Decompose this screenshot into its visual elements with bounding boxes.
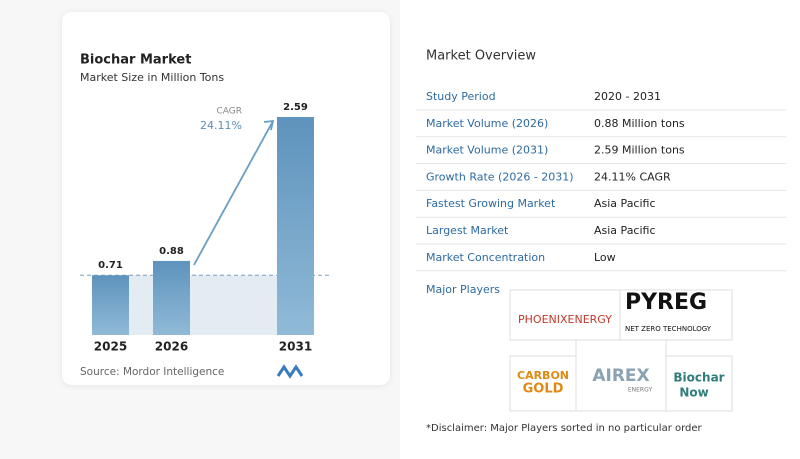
player: NET ZERO TECHNOLOGY (625, 325, 712, 333)
logo-box (619, 289, 733, 341)
row-label: Market Volume (2026) (426, 117, 548, 130)
row-value: Low (594, 251, 616, 264)
player: Now (679, 386, 708, 400)
row-bg (416, 164, 786, 191)
row-value: 2.59 Million tons (594, 144, 685, 157)
cagr-value: 24.11% (200, 119, 242, 132)
value-label: 0.88 (159, 246, 184, 257)
player: PHOENIXENERGY (518, 313, 612, 326)
row-bg (416, 218, 786, 244)
row-value: 24.11% CAGR (594, 170, 671, 183)
row-value: Asia Pacific (594, 224, 656, 237)
bar (153, 260, 190, 335)
disclaimer: *Disclaimer: Major Players sorted in no … (426, 423, 703, 434)
bar (92, 275, 129, 335)
row-bg (416, 191, 786, 218)
logo-box (575, 339, 667, 412)
row-bg (416, 137, 786, 164)
players-title: Major Players (426, 283, 500, 296)
logo-box (665, 355, 733, 412)
x-tick-label: 2026 (155, 340, 188, 354)
row-label: Largest Market (426, 224, 509, 237)
chart-subtitle: Market Size in Million Tons (80, 71, 224, 84)
cagr-arrowhead (263, 119, 275, 131)
players: PHOENIXENERGY PYREG NET ZERO TECHNOLOGY … (509, 289, 733, 412)
reference-band (129, 275, 277, 335)
row-label: Market Concentration (426, 251, 545, 264)
logo-box (509, 355, 577, 412)
source: Source: Mordor Intelligence (80, 366, 224, 378)
row-bg (416, 84, 786, 110)
row-value: 2020 - 2031 (594, 90, 661, 103)
row-label: Study Period (426, 90, 496, 103)
player: CARBON (517, 369, 569, 382)
cagr-arrow (193, 120, 274, 266)
cagr-label: CAGR (216, 107, 242, 117)
x-tick-label: 2025 (94, 340, 127, 354)
player: GOLD (523, 382, 564, 397)
value-label: 0.71 (98, 260, 123, 271)
row-bg (416, 244, 786, 271)
overview-title: Market Overview (426, 49, 536, 64)
row-label: Market Volume (2031) (426, 144, 548, 157)
player: ENERGY (628, 387, 653, 394)
plot: 0.71 2025 0.88 2026 2.59 2031 CAGR 24.11% (80, 102, 330, 354)
player: PYREG (625, 290, 707, 315)
value-label: 2.59 (283, 102, 308, 113)
bar (277, 117, 314, 335)
row-bg (416, 110, 786, 137)
logo (276, 364, 304, 379)
row-value: Asia Pacific (594, 197, 656, 210)
chart-title: Biochar Market (80, 53, 191, 68)
x-tick-label: 2031 (279, 340, 312, 354)
row-value: 0.88 Million tons (594, 117, 685, 130)
player: AIREX (592, 366, 649, 386)
logo-box (509, 289, 621, 341)
row-label: Fastest Growing Market (426, 197, 556, 210)
overview-table: Study Period 2020 - 2031 Market Volume (20… (416, 84, 786, 272)
player: Biochar (673, 371, 724, 385)
row-label: Growth Rate (2026 - 2031) (426, 170, 574, 183)
